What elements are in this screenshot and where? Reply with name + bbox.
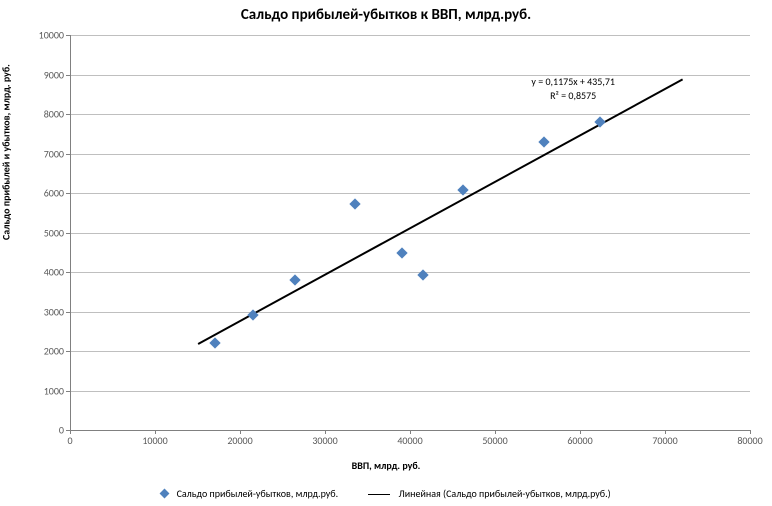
gridline-h: [70, 75, 750, 76]
x-tick-label: 50000: [482, 430, 507, 447]
trend-equation: y = 0,1175x + 435,71: [531, 75, 615, 88]
chart-container: Сальдо прибылей-убытков к ВВП, млрд.руб.…: [0, 0, 772, 506]
gridline-h: [70, 391, 750, 392]
x-tick-label: 40000: [397, 430, 422, 447]
x-tick-label: 30000: [312, 430, 337, 447]
trend-r2: R² = 0,8575: [550, 89, 596, 102]
gridline-h: [70, 312, 750, 313]
gridline-h: [70, 351, 750, 352]
line-icon: [368, 494, 390, 496]
y-tick-label: 3000: [44, 305, 70, 318]
trendline: [197, 79, 682, 345]
y-axis-label: Сальдо прибылей и убытков, млрд. руб.: [0, 64, 13, 240]
y-tick-label: 6000: [44, 187, 70, 200]
y-tick-label: 10000: [39, 29, 70, 42]
y-tick-label: 1000: [44, 384, 70, 397]
data-point: [396, 247, 407, 258]
data-point: [209, 337, 220, 348]
x-tick-label: 70000: [652, 430, 677, 447]
x-tick-label: 10000: [142, 430, 167, 447]
x-tick-label: 60000: [567, 430, 592, 447]
x-tick-label: 20000: [227, 430, 252, 447]
y-tick-label: 9000: [44, 68, 70, 81]
data-point: [539, 137, 550, 148]
legend-item-series: Сальдо прибылей-убытков, млрд.руб.: [161, 487, 338, 500]
diamond-icon: [160, 489, 170, 499]
gridline-h: [70, 35, 750, 36]
y-tick-label: 4000: [44, 266, 70, 279]
legend-item-trend: Линейная (Сальдо прибылей-убытков, млрд.…: [368, 487, 610, 500]
legend-trend-label: Линейная (Сальдо прибылей-убытков, млрд.…: [399, 487, 611, 500]
x-tick-label: 0: [67, 430, 72, 447]
y-tick-label: 8000: [44, 108, 70, 121]
data-point: [349, 198, 360, 209]
gridline-h: [70, 193, 750, 194]
legend: Сальдо прибылей-убытков, млрд.руб. Линей…: [0, 486, 772, 500]
y-tick-label: 2000: [44, 345, 70, 358]
x-tick-label: 80000: [737, 430, 762, 447]
plot-area: 0100020003000400050006000700080009000100…: [70, 35, 750, 430]
gridline-h: [70, 154, 750, 155]
y-axis-line: [70, 35, 71, 430]
data-point: [290, 274, 301, 285]
gridline-h: [70, 114, 750, 115]
y-tick-label: 7000: [44, 147, 70, 160]
legend-series-label: Сальдо прибылей-убытков, млрд.руб.: [177, 487, 339, 500]
gridline-h: [70, 272, 750, 273]
gridline-h: [70, 233, 750, 234]
x-axis-label: ВВП, млрд. руб.: [0, 459, 772, 472]
y-tick-label: 5000: [44, 226, 70, 239]
x-axis-line: [70, 430, 750, 431]
chart-title: Сальдо прибылей-убытков к ВВП, млрд.руб.: [0, 6, 772, 24]
